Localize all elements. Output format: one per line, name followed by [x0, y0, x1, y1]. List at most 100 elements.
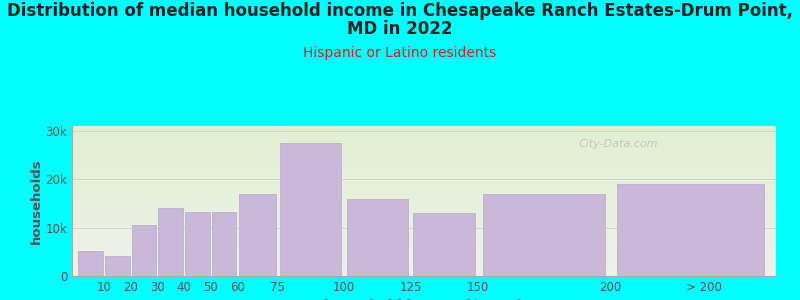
- Bar: [72, 238, 776, 240]
- Bar: [72, 148, 776, 150]
- Bar: [72, 129, 776, 130]
- Bar: [72, 135, 776, 136]
- Bar: [72, 177, 776, 178]
- Bar: [72, 212, 776, 213]
- Bar: [72, 232, 776, 234]
- Bar: [346, 199, 408, 276]
- Bar: [72, 172, 776, 174]
- Bar: [72, 249, 776, 250]
- Bar: [72, 195, 776, 196]
- Bar: [72, 225, 776, 226]
- Bar: [72, 180, 776, 182]
- Bar: [72, 165, 776, 166]
- Bar: [72, 255, 776, 256]
- Bar: [72, 153, 776, 154]
- Text: Distribution of median household income in Chesapeake Ranch Estates-Drum Point,: Distribution of median household income …: [7, 2, 793, 20]
- Bar: [72, 214, 776, 216]
- Bar: [72, 164, 776, 165]
- Bar: [72, 194, 776, 195]
- Bar: [185, 212, 210, 276]
- Bar: [72, 198, 776, 200]
- Bar: [72, 169, 776, 171]
- Bar: [72, 224, 776, 225]
- Bar: [72, 168, 776, 170]
- Bar: [72, 202, 776, 204]
- Bar: [72, 190, 776, 192]
- Bar: [72, 256, 776, 258]
- Bar: [72, 130, 776, 132]
- Bar: [72, 207, 776, 208]
- Bar: [212, 212, 236, 276]
- Bar: [72, 150, 776, 152]
- Bar: [482, 194, 606, 276]
- Bar: [72, 171, 776, 172]
- Bar: [72, 200, 776, 201]
- Bar: [617, 184, 764, 276]
- Text: MD in 2022: MD in 2022: [347, 20, 453, 38]
- Bar: [72, 126, 776, 128]
- Bar: [72, 206, 776, 207]
- Bar: [72, 213, 776, 214]
- Bar: [72, 184, 776, 186]
- Bar: [72, 176, 776, 177]
- Bar: [414, 213, 474, 276]
- Bar: [72, 136, 776, 138]
- Bar: [239, 194, 276, 276]
- Bar: [72, 266, 776, 267]
- Bar: [72, 158, 776, 159]
- Bar: [72, 242, 776, 243]
- Bar: [72, 167, 776, 168]
- Bar: [72, 273, 776, 274]
- Bar: [158, 208, 183, 276]
- Bar: [72, 240, 776, 242]
- Bar: [280, 143, 342, 276]
- Bar: [78, 251, 103, 276]
- Bar: [72, 188, 776, 189]
- Bar: [72, 147, 776, 148]
- Bar: [72, 220, 776, 222]
- Bar: [72, 162, 776, 164]
- Bar: [72, 218, 776, 219]
- Bar: [72, 189, 776, 190]
- Bar: [72, 201, 776, 202]
- Bar: [72, 222, 776, 224]
- Bar: [72, 262, 776, 264]
- Bar: [72, 160, 776, 162]
- Bar: [72, 144, 776, 146]
- Bar: [72, 219, 776, 220]
- Bar: [72, 156, 776, 158]
- Bar: [72, 210, 776, 212]
- Bar: [72, 244, 776, 246]
- Bar: [72, 142, 776, 144]
- Bar: [72, 236, 776, 237]
- Bar: [105, 256, 130, 276]
- Bar: [132, 225, 156, 276]
- Bar: [72, 132, 776, 134]
- Bar: [72, 237, 776, 238]
- Bar: [72, 183, 776, 184]
- Bar: [72, 186, 776, 188]
- Bar: [72, 192, 776, 194]
- Bar: [72, 268, 776, 270]
- Bar: [72, 248, 776, 249]
- X-axis label: household income ($1000): household income ($1000): [325, 299, 523, 300]
- Bar: [72, 226, 776, 228]
- Text: Hispanic or Latino residents: Hispanic or Latino residents: [303, 46, 497, 61]
- Bar: [72, 267, 776, 268]
- Bar: [72, 231, 776, 232]
- Bar: [72, 134, 776, 135]
- Bar: [72, 146, 776, 147]
- Bar: [72, 260, 776, 261]
- Bar: [72, 159, 776, 160]
- Bar: [72, 274, 776, 276]
- Bar: [72, 182, 776, 183]
- Bar: [72, 230, 776, 231]
- Bar: [72, 174, 776, 176]
- Bar: [72, 138, 776, 140]
- Bar: [72, 264, 776, 266]
- Bar: [72, 261, 776, 262]
- Bar: [72, 243, 776, 244]
- Text: City-Data.com: City-Data.com: [579, 139, 658, 149]
- Bar: [72, 204, 776, 206]
- Bar: [72, 140, 776, 141]
